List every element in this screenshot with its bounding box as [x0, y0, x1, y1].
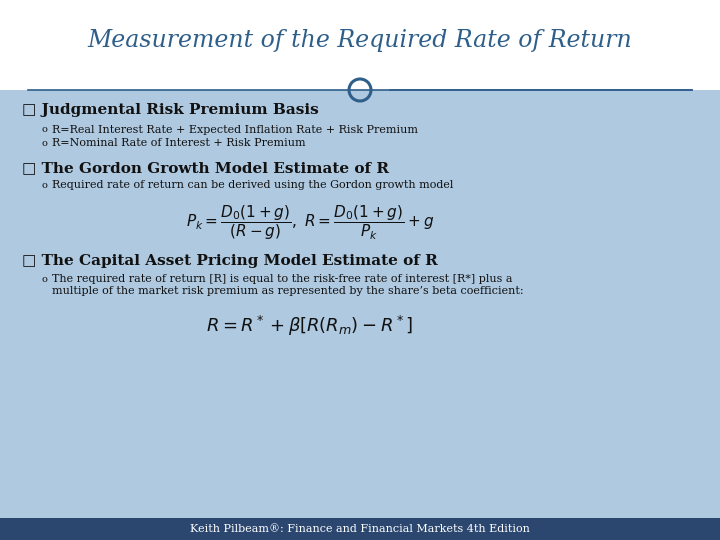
Text: Keith Pilbeam®: Finance and Financial Markets 4th Edition: Keith Pilbeam®: Finance and Financial Ma… [190, 524, 530, 534]
Text: o: o [42, 138, 48, 147]
Text: R=Nominal Rate of Interest + Risk Premium: R=Nominal Rate of Interest + Risk Premiu… [52, 138, 305, 148]
Text: Required rate of return can be derived using the Gordon growth model: Required rate of return can be derived u… [52, 180, 454, 190]
Bar [0, 518, 720, 540]
Bar [0, 90, 720, 518]
Text: $R = R^* + \beta[R(R_m) - R^*]$: $R = R^* + \beta[R(R_m) - R^*]$ [207, 314, 413, 338]
Text: □ Judgmental Risk Premium Basis: □ Judgmental Risk Premium Basis [22, 103, 319, 117]
Text: $P_k = \dfrac{D_0(1+g)}{(R-g)},\ R = \dfrac{D_0(1+g)}{P_k} + g$: $P_k = \dfrac{D_0(1+g)}{(R-g)},\ R = \df… [186, 204, 434, 242]
Text: Measurement of the Required Rate of Return: Measurement of the Required Rate of Retu… [88, 30, 632, 52]
Text: □ The Capital Asset Pricing Model Estimate of R: □ The Capital Asset Pricing Model Estima… [22, 254, 438, 268]
Text: o: o [42, 274, 48, 284]
Text: □ The Gordon Growth Model Estimate of R: □ The Gordon Growth Model Estimate of R [22, 161, 389, 175]
Text: The required rate of return [R] is equal to the risk-free rate of interest [R*] : The required rate of return [R] is equal… [52, 274, 513, 284]
Text: o: o [42, 125, 48, 134]
Text: R=Real Interest Rate + Expected Inflation Rate + Risk Premium: R=Real Interest Rate + Expected Inflatio… [52, 125, 418, 135]
Bar [0, 0, 720, 90]
Text: o: o [42, 180, 48, 190]
Text: multiple of the market risk premium as represented by the share’s beta coefficie: multiple of the market risk premium as r… [52, 286, 523, 296]
